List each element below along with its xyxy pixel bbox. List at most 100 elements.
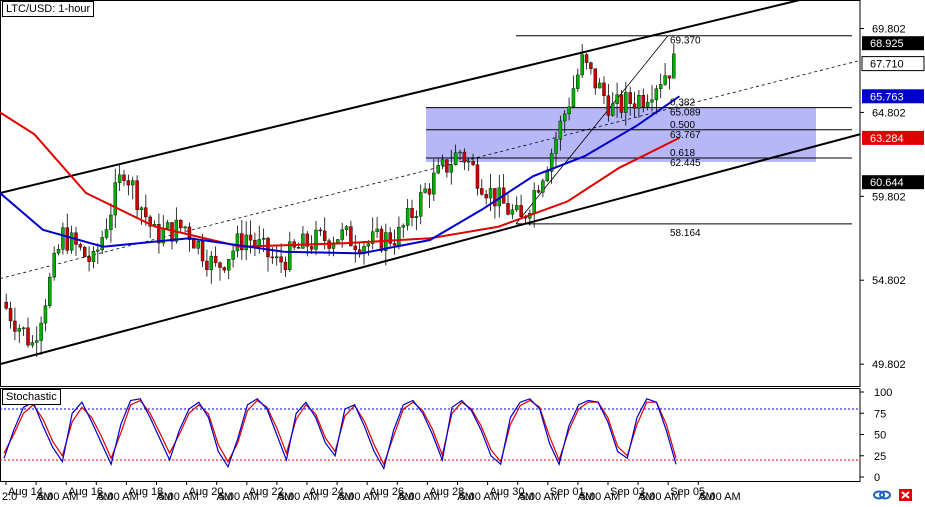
candle bbox=[584, 53, 589, 70]
price-badge: 63.284 bbox=[862, 130, 924, 145]
candle bbox=[375, 216, 379, 238]
candle bbox=[427, 183, 432, 209]
candle bbox=[209, 251, 213, 284]
stoch-y-tick-label: 0 bbox=[874, 472, 880, 484]
candle bbox=[667, 75, 672, 90]
x-edge-label-bottom: AM bbox=[156, 491, 173, 503]
candle bbox=[449, 149, 453, 185]
x-edge-label-bottom: AM bbox=[337, 491, 354, 503]
svg-text:68.925: 68.925 bbox=[870, 38, 904, 50]
x-tick-label: 5:00 AM bbox=[399, 491, 439, 503]
channel-upper bbox=[0, 0, 801, 194]
candle bbox=[419, 184, 423, 225]
candle bbox=[554, 131, 558, 167]
candle bbox=[69, 225, 74, 254]
x-tick-label: Aug 30 bbox=[490, 486, 525, 498]
candle bbox=[48, 272, 52, 309]
candle bbox=[384, 223, 388, 266]
x-tick-label: 5:00 AM bbox=[520, 491, 560, 503]
x-tick-label: 5:00 AM bbox=[460, 491, 500, 503]
sma-slow-line bbox=[0, 111, 680, 248]
svg-text:67.710: 67.710 bbox=[870, 59, 904, 71]
x-edge-label-bottom: AM bbox=[518, 491, 535, 503]
candle bbox=[157, 213, 161, 254]
svg-text:63.284: 63.284 bbox=[870, 133, 904, 145]
candle bbox=[222, 266, 227, 273]
candle bbox=[104, 218, 109, 240]
x-tick-label: 5:00 AM bbox=[279, 491, 319, 503]
stochastic-pane bbox=[0, 388, 861, 482]
candle bbox=[61, 222, 65, 255]
candle bbox=[471, 153, 475, 167]
candle bbox=[65, 213, 69, 254]
candle bbox=[628, 86, 632, 116]
stoch-k-line bbox=[3, 398, 677, 471]
candle bbox=[541, 178, 545, 198]
candle bbox=[52, 246, 56, 281]
candle bbox=[218, 261, 222, 281]
candle bbox=[43, 299, 48, 332]
candle bbox=[558, 115, 563, 151]
candle bbox=[17, 324, 22, 344]
candle bbox=[519, 194, 523, 217]
price-badge: 67.710 bbox=[861, 56, 925, 72]
candle bbox=[257, 225, 261, 254]
fib-value-label: 62.445 bbox=[670, 158, 701, 169]
candle bbox=[606, 83, 611, 122]
candle bbox=[589, 61, 593, 75]
candle bbox=[205, 249, 209, 277]
y-tick-label: 49.802 bbox=[872, 359, 906, 371]
channel-lower bbox=[0, 133, 861, 366]
candle bbox=[244, 221, 248, 261]
candle bbox=[178, 219, 183, 233]
candle bbox=[458, 149, 462, 161]
candle bbox=[357, 241, 362, 258]
candle bbox=[130, 176, 135, 200]
candle bbox=[563, 110, 567, 133]
candle bbox=[344, 225, 349, 236]
candle bbox=[26, 317, 30, 348]
close-icon[interactable] bbox=[898, 487, 914, 503]
link-icon[interactable] bbox=[872, 487, 892, 503]
candle bbox=[401, 223, 405, 238]
candle bbox=[275, 244, 279, 266]
svg-text:65.763: 65.763 bbox=[870, 91, 904, 103]
x-edge-label-bottom: AM bbox=[217, 491, 234, 503]
candle bbox=[8, 301, 13, 329]
candle bbox=[672, 43, 676, 79]
x-tick-label: Aug 22 bbox=[249, 486, 284, 498]
candle bbox=[87, 246, 91, 272]
x-tick-label: 5:00 AM bbox=[339, 491, 379, 503]
x-edge-label-bottom: AM bbox=[457, 491, 474, 503]
candle bbox=[462, 148, 467, 171]
candle bbox=[21, 326, 26, 336]
candle bbox=[13, 307, 17, 341]
candle bbox=[484, 189, 488, 205]
candle bbox=[445, 159, 449, 178]
candle bbox=[240, 220, 244, 260]
candle bbox=[165, 219, 170, 229]
candle bbox=[213, 246, 218, 267]
candle bbox=[571, 75, 576, 109]
x-tick-label: Sep 05 bbox=[670, 486, 705, 498]
x-tick-label: 5:00 AM bbox=[700, 491, 740, 503]
candle bbox=[91, 246, 96, 269]
y-tick-label: 54.802 bbox=[872, 275, 906, 287]
candle bbox=[279, 243, 283, 274]
y-tick-label: 59.802 bbox=[872, 191, 906, 203]
candle bbox=[475, 157, 480, 196]
candle bbox=[109, 203, 113, 243]
candle bbox=[405, 198, 410, 231]
candle bbox=[515, 196, 519, 213]
candle bbox=[318, 227, 323, 237]
candle bbox=[196, 239, 200, 255]
candle bbox=[126, 174, 131, 196]
fib-value-label: 63.767 bbox=[670, 130, 701, 141]
candle bbox=[314, 220, 318, 256]
x-edge-label-bottom: AM bbox=[578, 491, 595, 503]
x-tick-label: Aug 24 bbox=[309, 486, 344, 498]
candle bbox=[388, 227, 392, 249]
